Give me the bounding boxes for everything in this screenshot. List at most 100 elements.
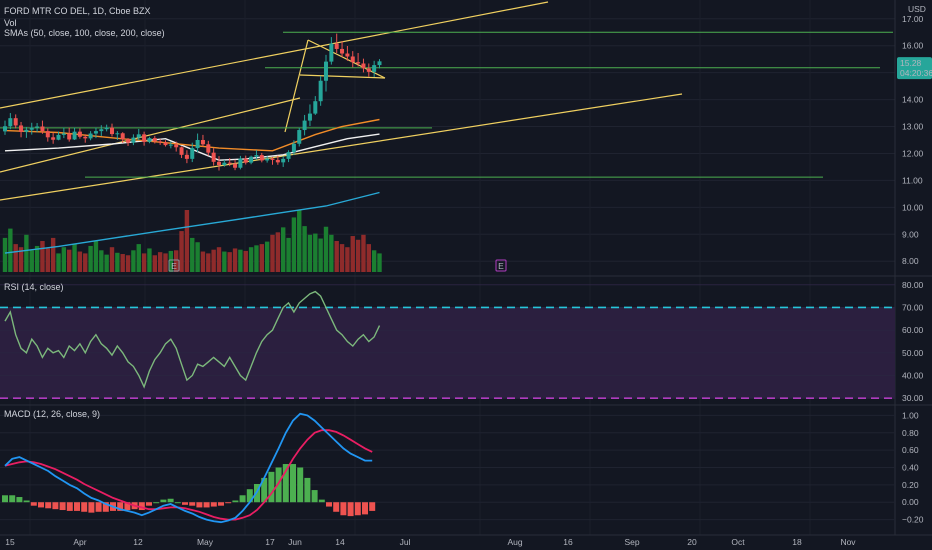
volume-bar [334,241,339,272]
candle-body [190,148,195,159]
volume-bar [302,226,307,272]
candle-body [307,113,312,121]
candle-body [24,129,29,132]
vol-label[interactable]: Vol [4,18,17,28]
symbol-legend: FORD MTR CO DEL, 1D, Cboe BZX [4,6,151,16]
candle-body [115,133,120,135]
price-axis-tick: 9.00 [902,229,919,239]
candle-body [3,126,7,132]
time-axis-tick: Jun [288,537,302,547]
price-axis-tick: 8.00 [902,256,919,266]
candle-body [297,130,302,144]
candle-body [366,68,371,72]
candle-body [110,127,114,135]
sma-legend: SMAs (50, close, 100, close, 200, close) [4,28,165,38]
macd-histogram-bar [261,477,268,503]
macd-histogram-bar [88,502,95,513]
volume-bar [371,250,377,272]
macd-axis-tick: 1.00 [902,410,919,420]
volume-bar [104,254,109,272]
macd-legend: MACD (12, 26, close, 9) [4,409,100,419]
volume-bar [190,237,195,272]
rsi-axis-tick: 50.00 [902,348,924,358]
candle-body [265,158,270,161]
macd-histogram-bar [59,502,66,511]
candle-body [120,133,125,140]
sma-label[interactable]: SMAs (50, close, 100, close, 200, close) [4,28,165,38]
candle-body [19,125,24,132]
trendline [299,74,386,79]
volume-bar [29,250,34,272]
volume-bar [366,244,371,272]
earnings-marker [168,259,180,272]
candle-body [158,141,163,143]
volume-bar [24,234,29,272]
time-axis-tick: Sep [624,537,639,547]
candle-body [334,43,339,49]
sma200-line [4,191,380,254]
volume-bar [77,251,83,272]
macd-histogram-bar [30,502,37,506]
trendline [0,1,549,109]
candle-body [174,144,179,148]
candle-body [243,158,248,163]
time-axis-tick: Nov [840,537,856,547]
volume-bar [243,250,248,272]
price-badge-value: 15.28 [900,58,922,68]
rsi-label[interactable]: RSI (14, close) [4,282,64,292]
volume-bar [157,252,163,272]
time-axis-tick: 14 [335,537,345,547]
macd-histogram-bar [117,502,124,511]
candle-body [350,56,355,63]
macd-histogram-bar [275,467,282,503]
macd-axis-tick: 0.40 [902,463,919,473]
time-axis-tick: 17 [265,537,275,547]
macd-histogram-bar [290,464,296,503]
candle-body [291,143,296,153]
candle-body [200,140,205,145]
macd-histogram-bar [304,477,311,503]
candle-body [259,155,264,161]
candle-body [40,126,45,132]
time-axis-tick: 20 [687,537,697,547]
macd-histogram-bar [174,502,181,504]
trendline [0,97,301,173]
volume-bar [323,226,329,272]
macd-histogram-bar [340,502,347,516]
candle-body [136,134,141,138]
volume-bar [286,237,291,272]
volume-bar [270,234,275,272]
volume-bar [297,210,302,272]
volume-bar [163,253,168,272]
candle-body [131,137,136,143]
volume-bar [339,244,345,272]
candle-body [372,65,377,72]
volume-bar [174,250,179,272]
macd-histogram-bar [282,464,289,503]
time-axis-tick: May [197,537,214,547]
candle-body [99,129,104,132]
volume-bar [131,250,136,272]
macd-histogram-bar [225,502,232,504]
time-axis-tick: Jul [400,537,411,547]
macd-histogram-bar [95,502,102,512]
volume-bar [56,253,61,272]
candle-body [104,127,109,130]
macd-axis-tick: 0.80 [902,428,919,438]
candle-body [313,101,318,114]
symbol-title[interactable]: FORD MTR CO DEL, 1D, Cboe BZX [4,6,151,16]
volume-bar [248,247,254,272]
time-axis-tick: 15 [5,537,15,547]
rsi-axis-tick: 40.00 [902,371,924,381]
macd-histogram-bar [2,495,8,503]
candle-body [356,62,361,64]
volume-bar [125,255,131,272]
candle-body [222,162,227,166]
macd-histogram-bar [102,502,109,512]
macd-histogram-bar [232,500,239,503]
volume-bar [216,247,222,272]
candle-body [302,120,307,131]
macd-label[interactable]: MACD (12, 26, close, 9) [4,409,101,419]
